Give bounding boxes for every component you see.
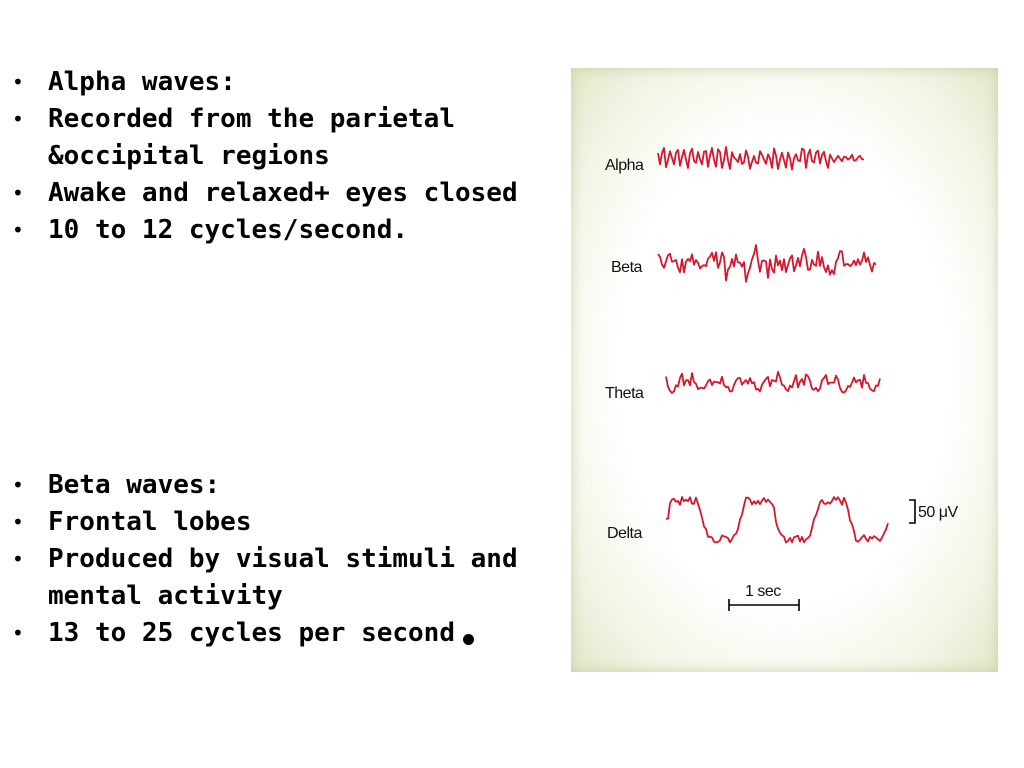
bullet-text: 10 to 12 cycles/second. bbox=[48, 215, 409, 245]
bullet-icon: • bbox=[12, 181, 24, 205]
bullet-text: Frontal lobes bbox=[48, 507, 252, 537]
bullet-text: Recorded from the parietal &occipital re… bbox=[48, 104, 455, 171]
amplitude-scale-label: 50 μV bbox=[918, 504, 958, 521]
bullet-item: • Produced by visual stimuli and mental a… bbox=[12, 541, 532, 615]
bullet-icon: • bbox=[12, 473, 24, 497]
period-dot-icon bbox=[463, 634, 474, 645]
bullet-item: • Frontal lobes bbox=[12, 504, 532, 541]
wave-label-delta: Delta bbox=[607, 525, 642, 542]
beta-bullet-list: • Beta waves: • Frontal lobes • Produced by… bbox=[12, 467, 532, 652]
bullet-text: Alpha waves: bbox=[48, 67, 236, 97]
bullet-item: • Beta waves: bbox=[12, 467, 532, 504]
bullet-icon: • bbox=[12, 107, 24, 131]
bullet-text: 13 to 25 cycles per second bbox=[48, 618, 455, 648]
time-scale-label: 1 sec bbox=[745, 583, 781, 600]
bullet-item: • Awake and relaxed+ eyes closed bbox=[12, 175, 532, 212]
bullet-icon: • bbox=[12, 218, 24, 242]
alpha-bullet-list: • Alpha waves: • Recorded from the parieta… bbox=[12, 64, 532, 249]
bullet-item: • Alpha waves: bbox=[12, 64, 532, 101]
bullet-item: • 10 to 12 cycles/second. bbox=[12, 212, 532, 249]
bullet-item: • 13 to 25 cycles per second bbox=[12, 615, 532, 652]
delta-wave-trace bbox=[665, 496, 889, 544]
bullet-text: Produced by visual stimuli and mental ac… bbox=[48, 544, 518, 611]
bullet-icon: • bbox=[12, 621, 24, 645]
time-scale-bar bbox=[728, 599, 800, 611]
bullet-icon: • bbox=[12, 547, 24, 571]
alpha-wave-trace bbox=[657, 146, 865, 171]
eeg-wave-svg: Alpha Beta Theta Delta 50 μV 1 sec bbox=[605, 146, 959, 611]
wave-label-beta: Beta bbox=[611, 259, 643, 276]
bullet-item: • Recorded from the parietal &occipital r… bbox=[12, 101, 532, 175]
bullet-text: Beta waves: bbox=[48, 470, 221, 500]
wave-label-theta: Theta bbox=[605, 385, 644, 402]
bullet-icon: • bbox=[12, 70, 24, 94]
bullet-icon: • bbox=[12, 510, 24, 534]
theta-wave-trace bbox=[665, 370, 881, 394]
beta-wave-trace bbox=[657, 244, 877, 283]
eeg-wave-figure: Alpha Beta Theta Delta 50 μV 1 sec bbox=[571, 68, 998, 672]
amplitude-scale-bar bbox=[909, 499, 916, 524]
bullet-text: Awake and relaxed+ eyes closed bbox=[48, 178, 518, 208]
wave-label-alpha: Alpha bbox=[605, 157, 644, 174]
